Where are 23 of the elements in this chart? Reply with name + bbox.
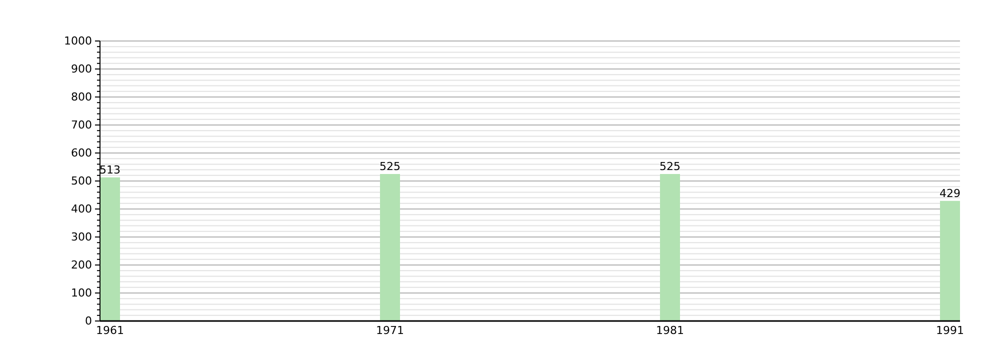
x-tick-label: 1991 [936,324,964,337]
data-label: 513 [100,163,120,176]
y-tick-label: 400 [71,202,92,216]
y-tick-label: 300 [71,230,92,244]
data-label: 525 [380,160,400,173]
y-tick-label: 1000 [64,34,92,48]
x-tick-label: 1971 [376,324,404,337]
y-tick-label: 700 [71,118,92,132]
x-tick-label: 1961 [96,324,124,337]
y-tick-label: 900 [71,62,92,76]
bar [660,174,680,321]
bar [380,174,400,321]
data-label: 429 [940,186,960,200]
data-label: 525 [660,160,680,173]
y-tick-label: 0 [85,314,92,328]
bar [940,200,960,321]
y-tick-label: 200 [71,258,92,272]
y-tick-label: 500 [71,174,92,188]
y-tick-label: 600 [71,146,92,160]
y-tick-label: 100 [71,286,92,300]
bar [100,177,120,321]
y-tick-label: 800 [71,90,92,104]
x-tick-label: 1981 [656,324,684,337]
